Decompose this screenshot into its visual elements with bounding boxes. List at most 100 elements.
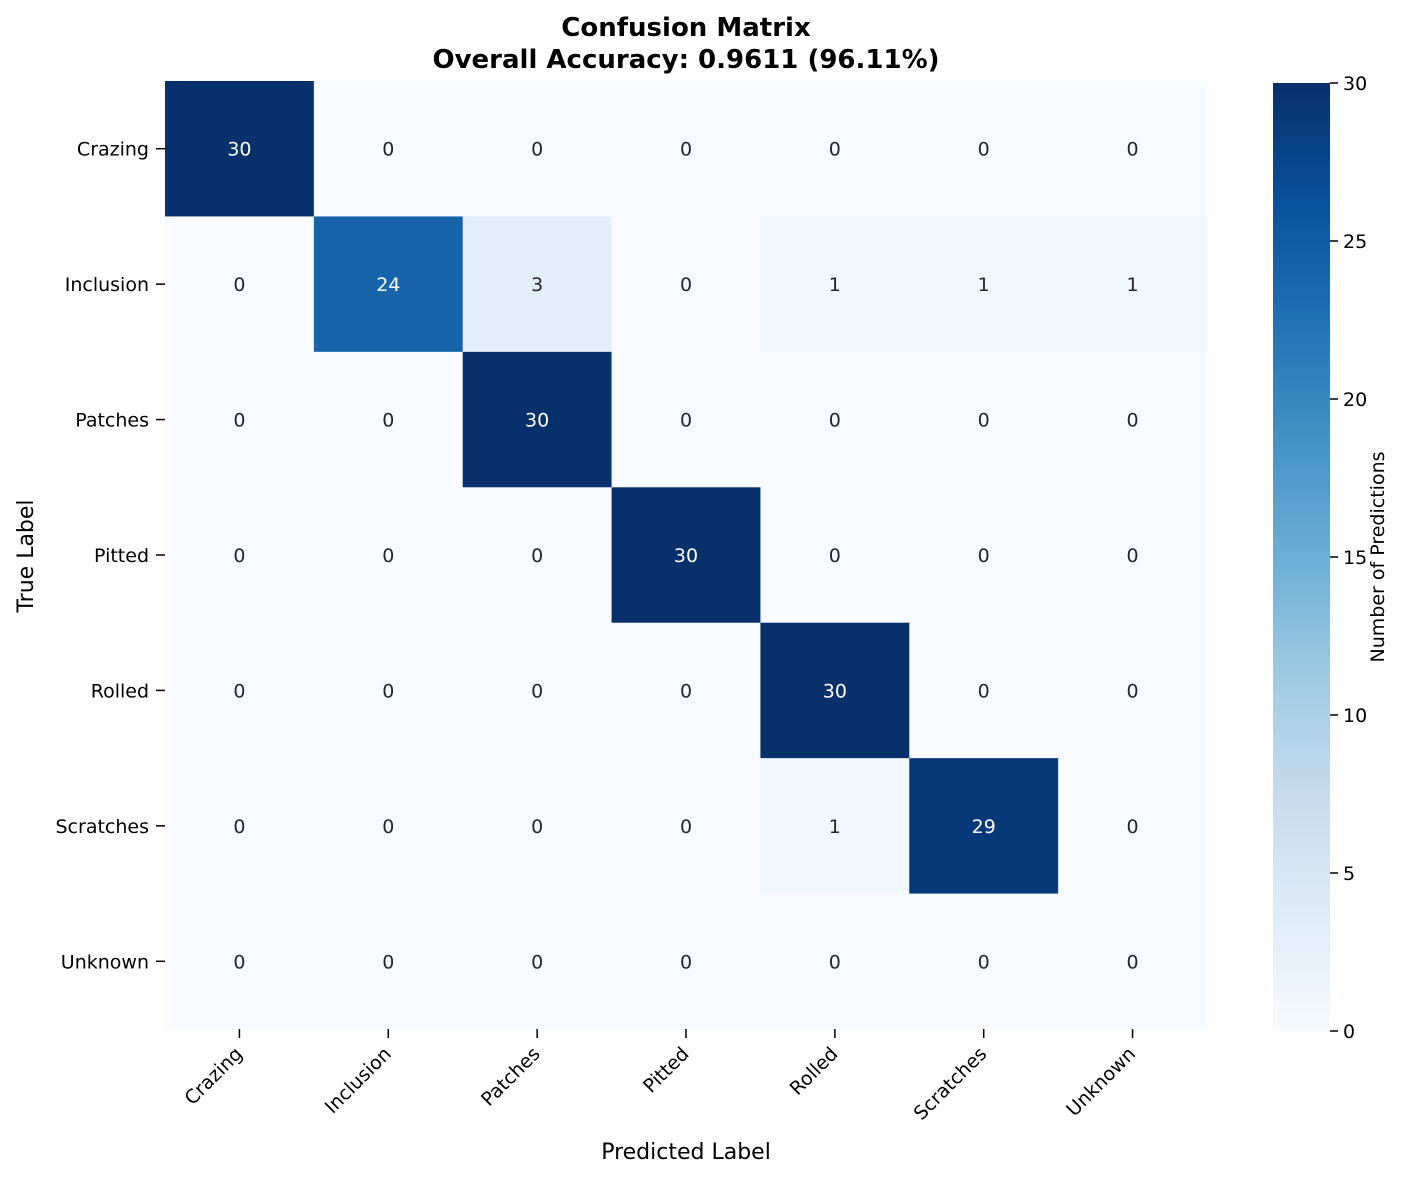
heatmap-cell — [313, 758, 464, 895]
cell-value-label: 1 — [829, 816, 841, 838]
x-tick-label: Pitted — [639, 1043, 693, 1097]
y-tick-label: Rolled — [91, 680, 149, 702]
heatmap-cell — [165, 216, 315, 353]
cell-value-label: 0 — [1127, 545, 1139, 567]
cell-value-label: 0 — [680, 274, 692, 296]
heatmap-cell — [909, 622, 1059, 759]
heatmap-cell — [611, 81, 761, 217]
cell-value-label: 0 — [1127, 951, 1139, 973]
cell-value-label: 0 — [233, 545, 245, 567]
cell-value-label: 0 — [829, 410, 841, 432]
cell-value-label: 0 — [531, 139, 543, 161]
y-tick-label: Scratches — [56, 816, 150, 838]
cell-value-label: 0 — [1127, 410, 1139, 432]
colorbar: 0 5 10 15 20 25 30 Number of Predictions — [1273, 73, 1389, 1043]
y-tick-label: Inclusion — [65, 274, 149, 296]
colorbar-ticks: 0 5 10 15 20 25 30 — [1330, 73, 1367, 1043]
heatmap-cell — [909, 351, 1059, 488]
cell-value-label: 0 — [382, 139, 394, 161]
cell-value-label: 0 — [1127, 816, 1139, 838]
heatmap-cell — [760, 351, 910, 488]
cell-value-label: 0 — [233, 951, 245, 973]
heatmap-cell — [313, 81, 464, 217]
heatmap-cell — [165, 81, 315, 217]
heatmap-cell — [760, 216, 910, 353]
cell-value-label: 30 — [227, 139, 251, 161]
heatmap-cell — [462, 622, 613, 759]
cell-value-label: 0 — [382, 951, 394, 973]
heatmap-cell — [313, 351, 464, 488]
y-tick-label: Pitted — [94, 545, 149, 567]
heatmap-cell — [313, 487, 464, 624]
cell-value-label: 1 — [978, 274, 990, 296]
cell-value-label: 29 — [972, 816, 996, 838]
colorbar-label: Number of Predictions — [1367, 451, 1389, 662]
x-tick-label: Inclusion — [321, 1043, 396, 1118]
heatmap-cell — [760, 622, 910, 759]
heatmap-grid: 30 0 0 0 0 0 00 24 3 0 1 1 10 0 30 0 0 0 00 0 0 30 0 0 00 0 0 0 30 0 0… — [165, 81, 1208, 1030]
cell-value-label: 0 — [233, 410, 245, 432]
cell-value-label: 0 — [1127, 680, 1139, 702]
colorbar-tick-label: 10 — [1343, 705, 1367, 727]
heatmap-cell — [462, 216, 613, 353]
heatmap-cell — [462, 893, 613, 1030]
heatmap-cell — [760, 893, 910, 1030]
heatmap-cell — [313, 893, 464, 1030]
heatmap-cell — [462, 351, 613, 488]
cell-value-label: 0 — [233, 274, 245, 296]
cell-value-label: 30 — [823, 680, 847, 702]
cell-value-label: 0 — [978, 545, 990, 567]
cell-value-label: 0 — [382, 410, 394, 432]
colorbar-gradient — [1273, 83, 1330, 1031]
heatmap-cell — [611, 622, 761, 759]
chart-title: Confusion Matrix — [561, 13, 811, 43]
heatmap-cell — [1058, 81, 1208, 217]
cell-value-label: 0 — [680, 139, 692, 161]
colorbar-tick-label: 5 — [1343, 863, 1355, 885]
heatmap-cell — [165, 893, 315, 1030]
cell-value-label: 0 — [978, 680, 990, 702]
heatmap-cell — [909, 758, 1059, 895]
heatmap-cell — [313, 216, 464, 353]
heatmap-cell — [611, 893, 761, 1030]
heatmap-cell — [611, 758, 761, 895]
heatmap-cell — [760, 81, 910, 217]
heatmap-cell — [760, 487, 910, 624]
cell-value-label: 0 — [382, 545, 394, 567]
heatmap-cell — [165, 351, 315, 488]
x-tick-label: Patches — [477, 1043, 545, 1111]
cell-value-label: 1 — [1127, 274, 1139, 296]
colorbar-tick-label: 20 — [1343, 389, 1367, 411]
y-tick-label: Unknown — [61, 951, 149, 973]
x-axis-ticks: Crazing Inclusion Patches Pitted Rolled Scrat… — [180, 1029, 1140, 1125]
cell-value-label: 0 — [978, 139, 990, 161]
colorbar-tick-label: 30 — [1343, 73, 1367, 95]
cell-value-label: 0 — [531, 680, 543, 702]
heatmap-cell — [1058, 351, 1208, 488]
x-axis-label: Predicted Label — [601, 1140, 771, 1165]
x-tick-label: Rolled — [786, 1043, 843, 1100]
cell-value-label: 0 — [829, 951, 841, 973]
y-tick-label: Patches — [75, 410, 149, 432]
cell-value-label: 0 — [680, 816, 692, 838]
heatmap-cell — [1058, 622, 1208, 759]
heatmap-cell — [1058, 893, 1208, 1030]
heatmap-cell — [909, 81, 1059, 217]
heatmap-cell — [611, 487, 761, 624]
colorbar-tick-label: 0 — [1343, 1021, 1355, 1043]
heatmap-cell — [909, 216, 1059, 353]
cell-value-label: 30 — [674, 545, 698, 567]
cell-value-label: 0 — [829, 139, 841, 161]
heatmap-cell — [760, 758, 910, 895]
cell-value-label: 0 — [233, 816, 245, 838]
cell-value-label: 0 — [680, 410, 692, 432]
cell-value-label: 0 — [531, 951, 543, 973]
cell-value-label: 30 — [525, 410, 549, 432]
cell-value-label: 0 — [233, 680, 245, 702]
heatmap-cell — [1058, 216, 1208, 353]
heatmap-cell — [611, 216, 761, 353]
cell-value-label: 0 — [531, 545, 543, 567]
heatmap-cell — [165, 758, 315, 895]
cell-value-label: 3 — [531, 274, 543, 296]
